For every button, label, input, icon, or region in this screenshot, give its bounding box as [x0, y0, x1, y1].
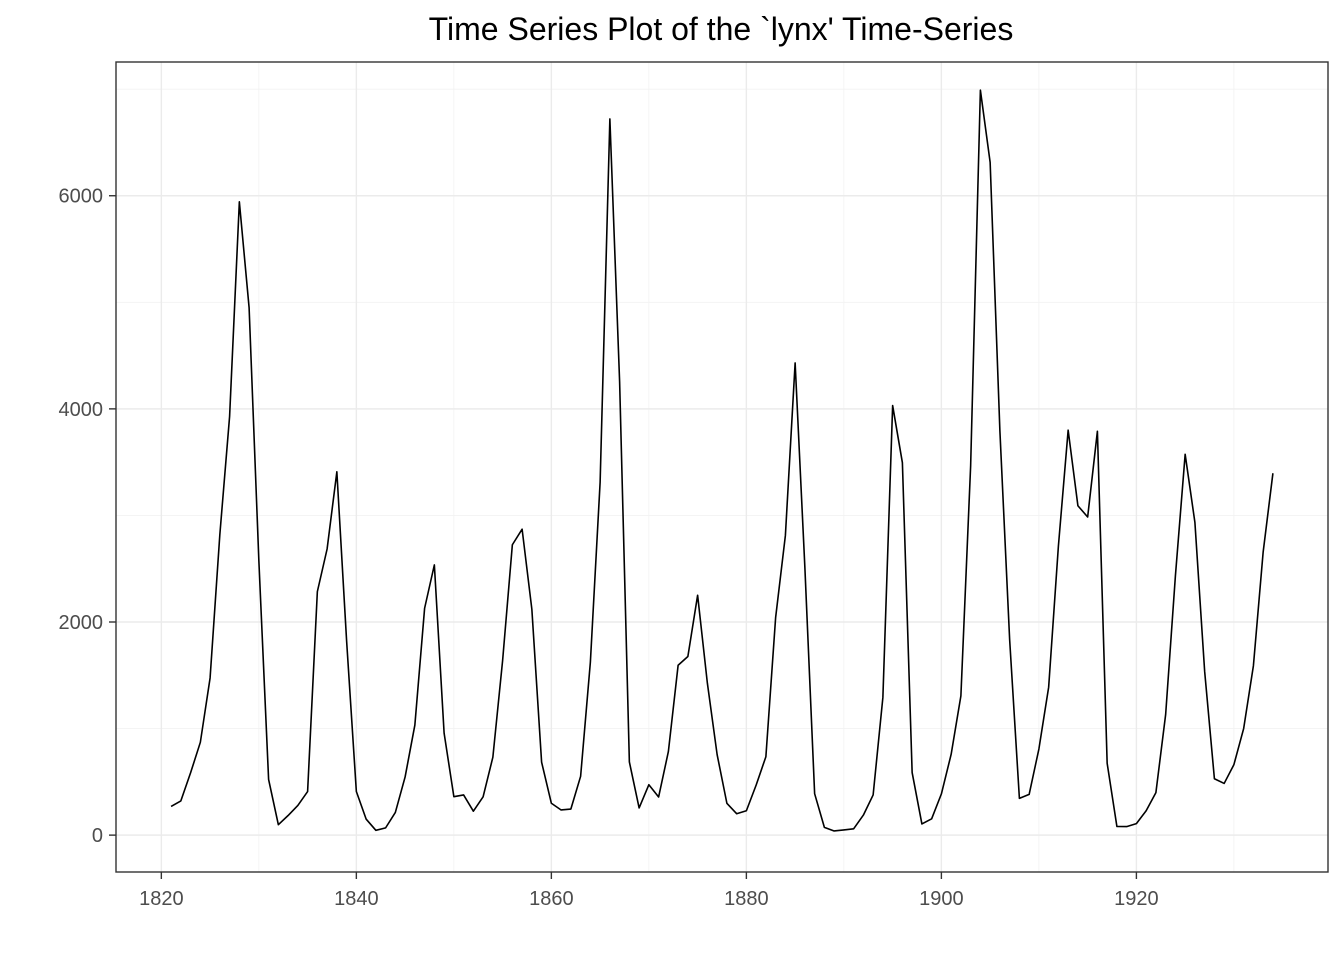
minor-gridlines: [116, 62, 1328, 872]
y-tick-label: 2000: [59, 612, 104, 634]
x-tick-label: 1920: [1114, 888, 1159, 910]
y-tick-label: 4000: [59, 399, 104, 421]
x-tick-label: 1860: [529, 888, 574, 910]
major-gridlines: [116, 62, 1328, 872]
x-tick-label: 1820: [139, 888, 184, 910]
chart-title: Time Series Plot of the `lynx' Time-Seri…: [429, 11, 1014, 47]
y-axis: 0 2000 4000 6000: [59, 186, 116, 847]
plot-panel-border: [115, 61, 1329, 873]
y-tick-label: 0: [92, 825, 103, 847]
x-tick-label: 1900: [919, 888, 964, 910]
series-line-lynx: [170, 89, 1274, 832]
x-tick-label: 1880: [724, 888, 769, 910]
x-axis: 1820 1840 1860 1880 1900 1920: [139, 872, 1159, 910]
y-tick-label: 6000: [59, 186, 104, 208]
x-tick-label: 1840: [334, 888, 379, 910]
